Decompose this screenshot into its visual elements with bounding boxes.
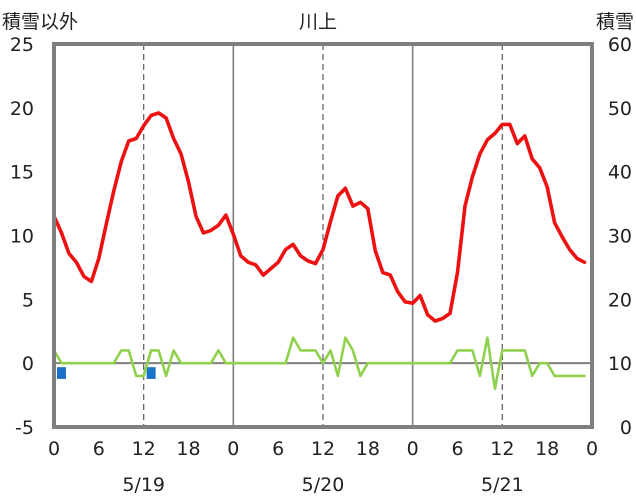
chart-title: 川上: [299, 11, 337, 33]
x-tick-label: 18: [356, 438, 380, 460]
x-tick-label: 0: [48, 438, 60, 460]
x-tick-label: 12: [132, 438, 156, 460]
date-label: 5/20: [302, 474, 345, 496]
date-labels: 5/19 5/20 5/21: [122, 474, 523, 496]
y-left-tick-label: -5: [15, 417, 34, 439]
x-tick-label: 0: [586, 438, 598, 460]
x-tick-labels: 0 6 12 18 0 6 12 18 0 6 12 18 0: [48, 438, 598, 460]
y-right-tick-label: 60: [608, 34, 632, 56]
y-right-tick-label: 20: [608, 289, 632, 311]
plot-border: [52, 42, 594, 429]
precipitation-bar: [146, 367, 156, 379]
date-label: 5/21: [481, 474, 524, 496]
y-right-tick-label: 0: [620, 417, 632, 439]
y-left-tick-label: 20: [10, 98, 34, 120]
y-left-tick-label: 15: [10, 162, 34, 184]
y-left-tick-labels: 25 20 15 10 5 0 -5: [10, 34, 34, 439]
x-tick-label: 18: [535, 438, 559, 460]
x-tick-label: 0: [407, 438, 419, 460]
y-left-tick-label: 10: [10, 226, 34, 248]
y-left-tick-label: 5: [22, 289, 34, 311]
y-right-axis-label: 積雪: [596, 11, 634, 33]
x-tick-label: 12: [311, 438, 335, 460]
y-right-tick-label: 10: [608, 353, 632, 375]
y-left-axis-label: 積雪以外: [2, 11, 78, 33]
x-tick-label: 12: [490, 438, 514, 460]
temperature-line: [52, 111, 587, 323]
x-tick-label: 6: [272, 438, 284, 460]
precipitation-bar: [56, 367, 66, 379]
date-label: 5/19: [122, 474, 165, 496]
x-tick-label: 6: [451, 438, 463, 460]
wind-line: [52, 336, 586, 391]
x-tick-label: 18: [176, 438, 200, 460]
y-right-tick-label: 50: [608, 98, 632, 120]
y-left-tick-label: 0: [22, 353, 34, 375]
y-left-tick-label: 25: [10, 34, 34, 56]
y-right-tick-label: 30: [608, 226, 632, 248]
plot-frame: [52, 42, 594, 429]
x-tick-label: 6: [93, 438, 105, 460]
y-right-tick-labels: 60 50 40 30 20 10 0: [608, 34, 632, 439]
precipitation-bars: [56, 367, 156, 379]
x-tick-label: 0: [227, 438, 239, 460]
y-right-tick-label: 40: [608, 162, 632, 184]
